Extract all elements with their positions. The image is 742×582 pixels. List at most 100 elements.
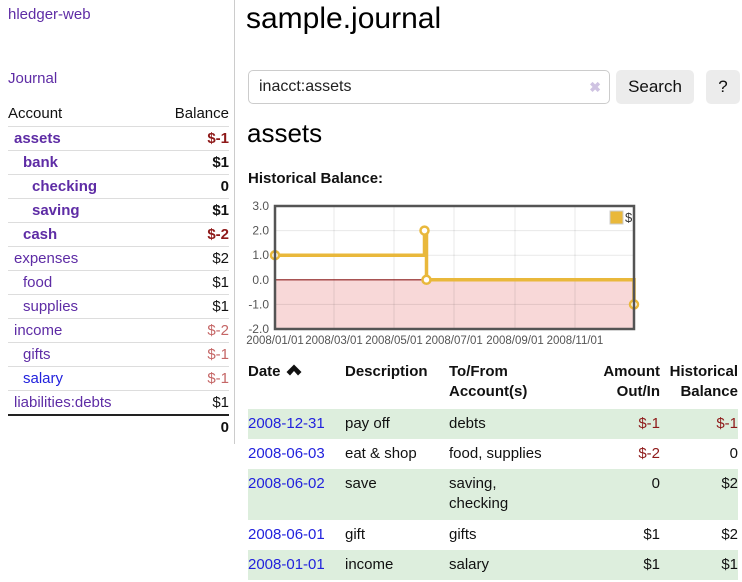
register-row: 2008-01-01 income salary $1 $1 bbox=[248, 549, 738, 580]
clear-search-icon[interactable]: ✖ bbox=[589, 79, 601, 95]
account-balance: $-2 bbox=[207, 226, 229, 243]
transaction-balance: $2 bbox=[721, 525, 738, 543]
account-link-checking[interactable]: checking bbox=[32, 178, 98, 195]
account-row: checking 0 bbox=[8, 174, 229, 199]
account-row: salary $-1 bbox=[8, 366, 229, 391]
transaction-amount: $1 bbox=[643, 525, 660, 543]
x-axis-tick-label: 2008/09/01 bbox=[486, 335, 544, 347]
account-balance: $1 bbox=[212, 298, 229, 315]
account-link-bank[interactable]: bank bbox=[23, 154, 59, 171]
account-balance: $1 bbox=[212, 394, 229, 411]
accounts-table: Account Balance assets $-1 bank $1 checking 0… bbox=[8, 102, 229, 439]
transaction-accounts: debts bbox=[449, 408, 588, 439]
accounts-header-account: Account bbox=[8, 105, 63, 122]
chart-title: Historical Balance: bbox=[248, 170, 384, 187]
register-row: 2008-06-01 gift gifts $1 $2 bbox=[248, 520, 738, 550]
y-axis-tick-label: 2.0 bbox=[252, 224, 269, 238]
transaction-balance: 0 bbox=[729, 444, 738, 462]
account-balance: $-2 bbox=[207, 322, 229, 339]
transaction-amount: $-2 bbox=[638, 444, 660, 462]
account-balance: $-1 bbox=[207, 370, 229, 387]
transaction-amount: $1 bbox=[588, 549, 660, 580]
transaction-accounts: salary bbox=[449, 549, 588, 580]
register-header-date[interactable]: Date bbox=[248, 360, 345, 409]
x-axis-tick-label: 2008/01/01 bbox=[246, 335, 304, 347]
account-row: food $1 bbox=[8, 270, 229, 295]
account-link-supplies[interactable]: supplies bbox=[23, 298, 79, 315]
transaction-date-link[interactable]: 2008-06-01 bbox=[248, 525, 325, 543]
transaction-description: income bbox=[345, 549, 449, 580]
account-link-salary[interactable]: salary bbox=[23, 370, 64, 387]
register-header-row: Date Description To/From Account(s) Amou… bbox=[248, 360, 738, 409]
data-point-marker bbox=[419, 225, 430, 236]
account-link-cash[interactable]: cash bbox=[23, 226, 58, 243]
account-row: assets $-1 bbox=[8, 126, 229, 151]
account-link-liabilities-debts[interactable]: liabilities:debts bbox=[14, 394, 112, 411]
transaction-date-link[interactable]: 2008-12-31 bbox=[248, 414, 325, 432]
register-header-description: Description bbox=[345, 363, 428, 380]
account-balance: $2 bbox=[212, 250, 229, 267]
account-balance: $-1 bbox=[207, 346, 229, 363]
account-row: gifts $-1 bbox=[8, 342, 229, 367]
account-link-assets[interactable]: assets bbox=[14, 130, 61, 147]
y-axis-tick-label: 1.0 bbox=[252, 248, 269, 262]
transaction-amount: 0 bbox=[588, 469, 660, 520]
account-heading: assets bbox=[247, 118, 323, 148]
register-header-amount: Amount Out/In bbox=[603, 363, 660, 401]
accounts-header-row: Account Balance bbox=[8, 102, 229, 127]
account-row: liabilities:debts $1 bbox=[8, 390, 229, 416]
account-balance: $1 bbox=[212, 154, 229, 171]
x-axis-tick-label: 2008/05/01 bbox=[365, 335, 423, 347]
register-row: 2008-12-31 pay off debts $-1 $-1 bbox=[248, 408, 738, 439]
transaction-description: pay off bbox=[345, 408, 449, 439]
account-row: cash $-2 bbox=[8, 222, 229, 247]
y-axis-tick-label: 0.0 bbox=[252, 273, 269, 287]
register-header-accounts: To/From Account(s) bbox=[449, 363, 528, 401]
transaction-accounts: food, supplies bbox=[449, 444, 542, 462]
account-link-food[interactable]: food bbox=[23, 274, 53, 291]
transaction-balance: $-1 bbox=[660, 408, 738, 439]
account-row: expenses $2 bbox=[8, 246, 229, 271]
account-link-income[interactable]: income bbox=[14, 322, 63, 339]
account-link-expenses[interactable]: expenses bbox=[14, 250, 79, 267]
transaction-description: save bbox=[345, 469, 449, 520]
account-balance: 0 bbox=[220, 178, 229, 195]
search-button[interactable]: Search bbox=[616, 70, 694, 104]
account-row: supplies $1 bbox=[8, 294, 229, 319]
account-balance: $1 bbox=[212, 274, 229, 291]
accounts-total: 0 bbox=[220, 419, 229, 436]
account-balance: $1 bbox=[212, 202, 229, 219]
legend-swatch bbox=[609, 210, 624, 225]
transaction-accounts: saving, checking bbox=[449, 469, 588, 520]
search-box: ✖ bbox=[248, 70, 610, 104]
data-point-marker bbox=[421, 274, 432, 286]
transaction-date-link[interactable]: 2008-01-01 bbox=[248, 555, 325, 573]
search-input[interactable] bbox=[248, 70, 610, 104]
transaction-date-link[interactable]: 2008-06-02 bbox=[248, 475, 325, 492]
y-axis-tick-label: 3.0 bbox=[252, 199, 269, 213]
sidebar-item-journal[interactable]: Journal bbox=[8, 70, 58, 87]
y-axis-tick-label: -1.0 bbox=[248, 297, 269, 311]
help-button[interactable]: ? bbox=[706, 70, 740, 104]
legend-label: $ bbox=[625, 210, 633, 225]
x-axis-tick-label: 2008/11/01 bbox=[547, 335, 604, 347]
account-balance: $-1 bbox=[207, 130, 229, 147]
app-title-link[interactable]: hledger-web bbox=[8, 6, 91, 23]
transaction-balance: $2 bbox=[660, 469, 738, 520]
search-row: ✖ Search ? bbox=[248, 70, 740, 104]
transaction-amount: $-1 bbox=[588, 408, 660, 439]
transaction-accounts: gifts bbox=[449, 525, 477, 543]
sidebar-divider bbox=[234, 0, 235, 444]
sort-ascending-icon bbox=[286, 363, 302, 383]
transaction-date-link[interactable]: 2008-06-03 bbox=[248, 444, 325, 462]
account-link-gifts[interactable]: gifts bbox=[23, 346, 51, 363]
y-axis-tick-label: -2.0 bbox=[248, 322, 269, 336]
account-row: bank $1 bbox=[8, 150, 229, 175]
page-title: sample.journal bbox=[246, 2, 442, 35]
account-row: saving $1 bbox=[8, 198, 229, 223]
account-link-saving[interactable]: saving bbox=[32, 202, 80, 219]
register-row: 2008-06-03 eat & shop food, supplies $-2 0 bbox=[248, 439, 738, 469]
account-row: income $-2 bbox=[8, 318, 229, 343]
